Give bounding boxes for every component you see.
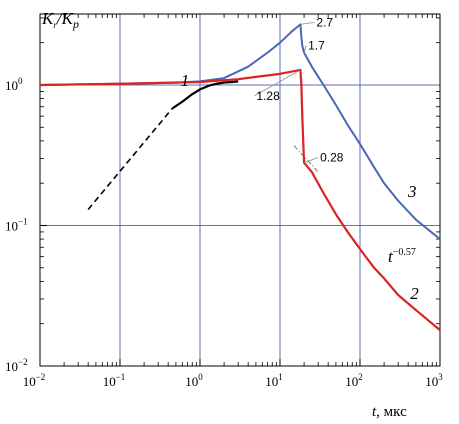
annotation-leader-0 [300,21,315,25]
y-label-sep: / [56,9,64,28]
fit-line-label-exp: −0.57 [393,247,416,258]
annotation-0: 2.7 [316,15,333,29]
y-tick-label-2: 100 [5,76,23,93]
series-line-3 [39,23,441,240]
y-tick-label-0: 10−2 [5,357,28,374]
annotation-leader-1 [303,45,307,53]
x-tick-label-4: 102 [345,372,363,389]
x-label-var: t [372,404,377,420]
x-tick-label-3: 101 [265,372,283,389]
fit-line-label: t−0.57 [388,247,416,266]
annotation-leader-2 [254,69,301,97]
fit-line [293,145,319,173]
annotation-1: 1.7 [308,39,325,53]
y-tick-label-1: 10−1 [5,216,28,233]
fit-line-label-base: t [388,247,394,266]
x-tick-label-5: 103 [425,372,443,389]
x-axis-label: t, мкс [372,404,407,420]
plot-frame [39,13,441,367]
curve-label-1: 1 [181,71,190,90]
annotations: 2.7 1.7 1.28 0.28 [254,15,344,165]
annotation-3: 0.28 [320,151,344,165]
curve-label-3: 3 [407,182,417,201]
x-tick-label-0: 10−2 [23,372,46,389]
y-label-num-sub: r [53,20,57,30]
grid [40,14,440,366]
series-group: 1 2 3 [39,23,441,331]
series-line-2 [39,68,441,331]
annotation-2: 1.28 [256,89,280,103]
y-label-den-sub: p [72,17,79,31]
annotation-leader-3 [303,157,319,164]
series-dashed-extension-1 [87,107,173,210]
x-tick-label-2: 100 [185,372,203,389]
x-label-unit: , мкс [376,404,407,420]
series-line-1 [171,80,239,110]
axis-ticks: 10−2 10−1 100 101 102 103 10−2 10−1 100 [5,14,443,389]
curve-label-2: 2 [410,284,419,303]
x-tick-label-1: 10−1 [103,372,126,389]
y-axis-label: Kr/Kp [41,9,79,31]
y-label-den: K [61,9,75,28]
y-label-num: K [41,9,55,28]
